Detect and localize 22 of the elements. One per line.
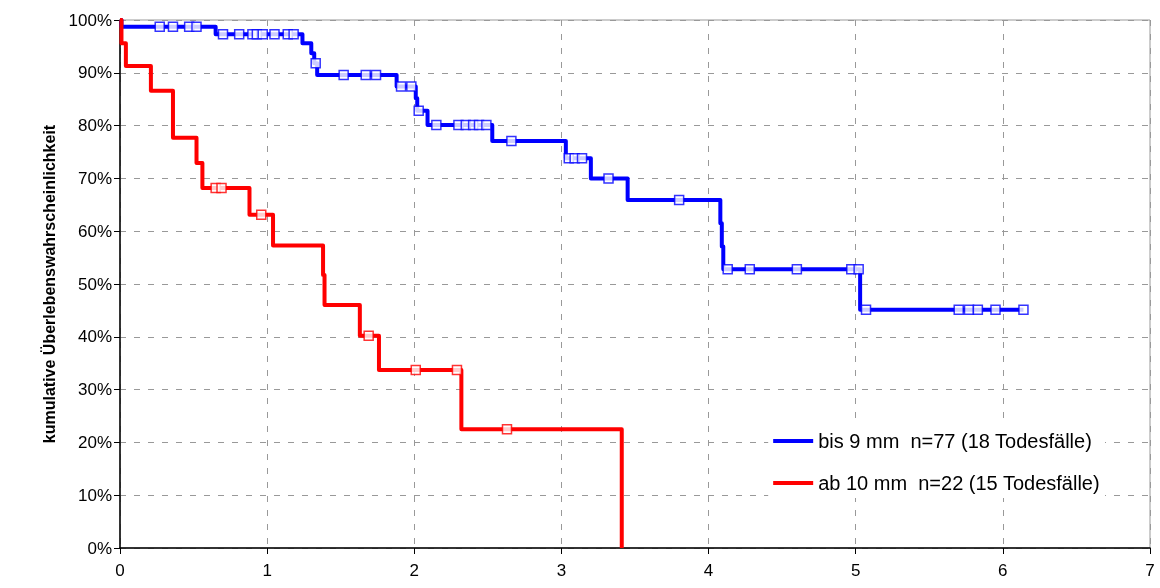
x-tick-label: 0 xyxy=(115,561,125,580)
y-tick-label: 80% xyxy=(77,116,112,136)
y-tick-label: 30% xyxy=(77,380,112,400)
y-tick-label: 20% xyxy=(77,432,112,452)
x-tick-label: 5 xyxy=(850,561,861,580)
y-tick-label: 90% xyxy=(77,63,112,83)
x-tick-label: 2 xyxy=(409,561,420,580)
x-tick-label: 1 xyxy=(262,561,272,580)
y-tick-label: 40% xyxy=(77,327,112,347)
y-tick-label: 70% xyxy=(77,168,112,188)
y-tick-label: 100% xyxy=(68,10,112,30)
y-tick-label: 50% xyxy=(77,274,112,294)
x-tick-label: 6 xyxy=(998,561,1008,580)
x-tick-label: 3 xyxy=(556,561,567,580)
y-tick-label: 60% xyxy=(77,221,112,241)
x-tick-label: 4 xyxy=(703,561,714,580)
y-axis-title: kumulative Überlebenswahrscheinlichkeit xyxy=(40,124,59,444)
y-tick-label: 10% xyxy=(77,485,112,505)
y-tick-label: 0% xyxy=(87,538,112,558)
legend-label: bis 9 mm n=77 (18 Todesfälle) xyxy=(818,430,1092,452)
x-tick-label: 7 xyxy=(1145,561,1155,580)
legend-label: ab 10 mm n=22 (15 Todesfälle) xyxy=(818,472,1100,494)
